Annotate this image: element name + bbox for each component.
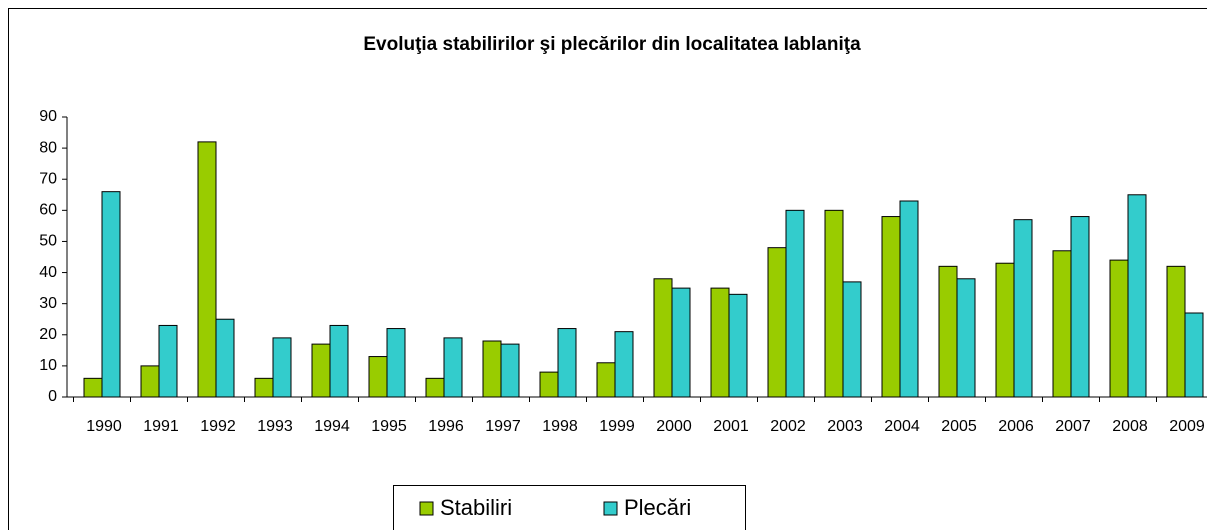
x-tick-label: 2002 bbox=[770, 418, 806, 435]
x-tick-label: 1998 bbox=[542, 418, 578, 435]
legend-swatch bbox=[603, 501, 618, 516]
x-tick-label: 1996 bbox=[428, 418, 464, 435]
y-tick-label: 50 bbox=[39, 233, 57, 250]
y-tick-label: 40 bbox=[39, 264, 57, 281]
bar bbox=[101, 191, 121, 398]
bar bbox=[653, 278, 673, 398]
bar bbox=[1052, 250, 1072, 398]
bar bbox=[386, 328, 406, 398]
bar bbox=[215, 318, 235, 398]
bar bbox=[938, 265, 958, 398]
bar bbox=[443, 337, 463, 398]
bar bbox=[728, 293, 748, 398]
y-tick-label: 70 bbox=[39, 170, 57, 187]
y-tick-label: 80 bbox=[39, 139, 57, 156]
bar bbox=[785, 209, 805, 398]
x-tick-label: 2007 bbox=[1055, 418, 1091, 435]
bar bbox=[1166, 265, 1186, 398]
x-tick-label: 1990 bbox=[86, 418, 122, 435]
y-tick-label: 90 bbox=[39, 108, 57, 125]
x-tick-label: 1995 bbox=[371, 418, 407, 435]
bar bbox=[710, 287, 730, 398]
bar bbox=[1184, 312, 1204, 398]
bar bbox=[482, 340, 502, 398]
bar bbox=[671, 287, 691, 398]
x-tick-label: 2003 bbox=[827, 418, 863, 435]
x-tick-label: 1997 bbox=[485, 418, 521, 435]
bar bbox=[899, 200, 919, 398]
y-tick-label: 30 bbox=[39, 295, 57, 312]
bar bbox=[956, 278, 976, 398]
x-tick-label: 1991 bbox=[143, 418, 179, 435]
legend-box bbox=[393, 485, 746, 530]
bar bbox=[368, 356, 388, 398]
x-tick-label: 1993 bbox=[257, 418, 293, 435]
bar bbox=[1013, 219, 1033, 398]
x-tick-label: 2009 bbox=[1169, 418, 1205, 435]
bar bbox=[557, 328, 577, 398]
y-tick-label: 0 bbox=[48, 388, 57, 405]
x-tick-label: 1999 bbox=[599, 418, 635, 435]
bar bbox=[1070, 216, 1090, 398]
bar bbox=[767, 247, 787, 398]
bar bbox=[596, 362, 616, 398]
y-tick-label: 10 bbox=[39, 357, 57, 374]
x-tick-label: 1994 bbox=[314, 418, 350, 435]
legend-label: Plecări bbox=[624, 495, 691, 520]
bar bbox=[329, 324, 349, 398]
bar bbox=[140, 365, 160, 398]
bar bbox=[311, 343, 331, 398]
chart-title: Evoluţia stabilirilor şi plecărilor din … bbox=[363, 34, 861, 55]
x-tick-label: 2008 bbox=[1112, 418, 1148, 435]
x-tick-label: 2005 bbox=[941, 418, 977, 435]
bar bbox=[197, 141, 217, 398]
bar bbox=[842, 281, 862, 398]
bar bbox=[1127, 194, 1147, 398]
y-tick-label: 60 bbox=[39, 202, 57, 219]
bar bbox=[1109, 259, 1129, 398]
bar bbox=[539, 371, 559, 398]
bar bbox=[83, 377, 103, 398]
bar bbox=[500, 343, 520, 398]
bar bbox=[254, 377, 274, 398]
legend-swatch bbox=[419, 501, 434, 516]
x-tick-label: 2006 bbox=[998, 418, 1034, 435]
x-tick-label: 2000 bbox=[656, 418, 692, 435]
x-tick-label: 2001 bbox=[713, 418, 749, 435]
x-tick-label: 2004 bbox=[884, 418, 920, 435]
bar bbox=[995, 262, 1015, 398]
bar bbox=[272, 337, 292, 398]
y-tick-label: 20 bbox=[39, 326, 57, 343]
bar bbox=[158, 324, 178, 398]
bar bbox=[824, 209, 844, 398]
legend-label: Stabiliri bbox=[440, 495, 512, 520]
x-tick-label: 1992 bbox=[200, 418, 236, 435]
bar bbox=[881, 216, 901, 398]
bar bbox=[614, 331, 634, 398]
bar bbox=[425, 377, 445, 398]
